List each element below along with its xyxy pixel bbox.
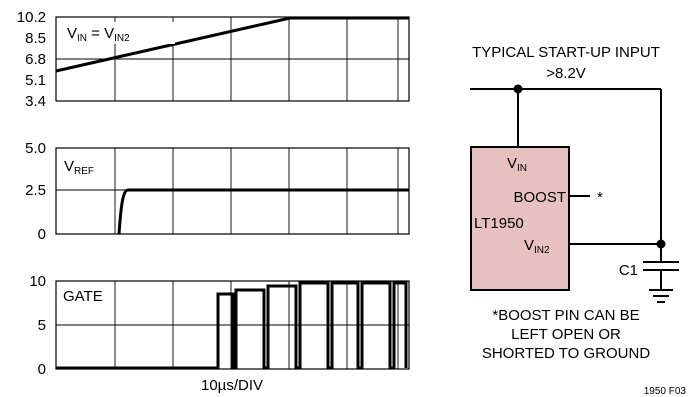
note-line1: *BOOST PIN CAN BE — [492, 307, 639, 324]
plot-vin-tick-3: 6.8 — [25, 51, 46, 68]
plot-vin-trace — [55, 16, 409, 73]
plot-vin-grid — [56, 17, 409, 101]
plot-vin-tick-2: 8.5 — [25, 30, 46, 47]
plot-vref-label: VREF — [64, 158, 94, 177]
chip-pin-vin: VIN — [507, 155, 527, 174]
ic-chip-body — [470, 146, 570, 291]
plot-vref-tick-1: 5.0 — [25, 140, 46, 157]
chip-pin-vin2: VIN2 — [524, 237, 550, 256]
boost-note-mark: * — [597, 189, 603, 206]
chip-name: LT1950 — [474, 215, 524, 232]
capacitor-c1-label: C1 — [619, 262, 638, 279]
plot-gate-label-bg — [60, 285, 106, 307]
plot-gate: GATE 10 5 0 — [29, 273, 410, 378]
note-line2: LEFT OPEN OR — [511, 326, 621, 343]
input-label-line2: >8.2V — [546, 65, 586, 82]
figure-id: 1950 F03 — [644, 386, 687, 397]
schematic: TYPICAL START-UP INPUT >8.2V VIN BOOST L… — [470, 44, 679, 362]
input-label-line1: TYPICAL START-UP INPUT — [472, 44, 660, 61]
plot-vin-label-bg — [63, 22, 175, 44]
plot-vin-tick-4: 5.1 — [25, 72, 46, 89]
junction-dot-top — [513, 84, 523, 94]
wires — [470, 88, 662, 290]
note-line3: SHORTED TO GROUND — [482, 345, 651, 362]
plot-vref-tick-3: 0 — [38, 226, 46, 243]
plot-vref-trace — [117, 188, 409, 235]
chip-pin-boost: BOOST — [513, 189, 566, 206]
plot-gate-tick-3: 0 — [38, 361, 46, 378]
plot-vin-label: VIN = VIN2 — [67, 25, 130, 44]
plot-vin-tick-5: 3.4 — [25, 93, 46, 110]
junction-dot-right — [656, 239, 666, 249]
plot-vin-tick-1: 10.2 — [17, 9, 46, 26]
ground-icon — [649, 289, 673, 303]
plot-gate-tick-1: 10 — [29, 273, 46, 290]
capacitor-c1-symbol — [643, 261, 679, 271]
plot-vref-tick-2: 2.5 — [25, 182, 46, 199]
plot-vin: VIN = VIN2 10.2 8.5 6.8 5.1 3.4 — [17, 9, 410, 110]
plot-vref: VREF 5.0 2.5 0 — [25, 140, 410, 243]
plot-gate-label: GATE — [63, 288, 103, 305]
plot-gate-trace — [56, 281, 408, 370]
plot-gate-tick-2: 5 — [38, 317, 46, 334]
plot-vref-label-bg — [60, 152, 106, 182]
x-axis-label: 10µs/DIV — [201, 377, 263, 394]
